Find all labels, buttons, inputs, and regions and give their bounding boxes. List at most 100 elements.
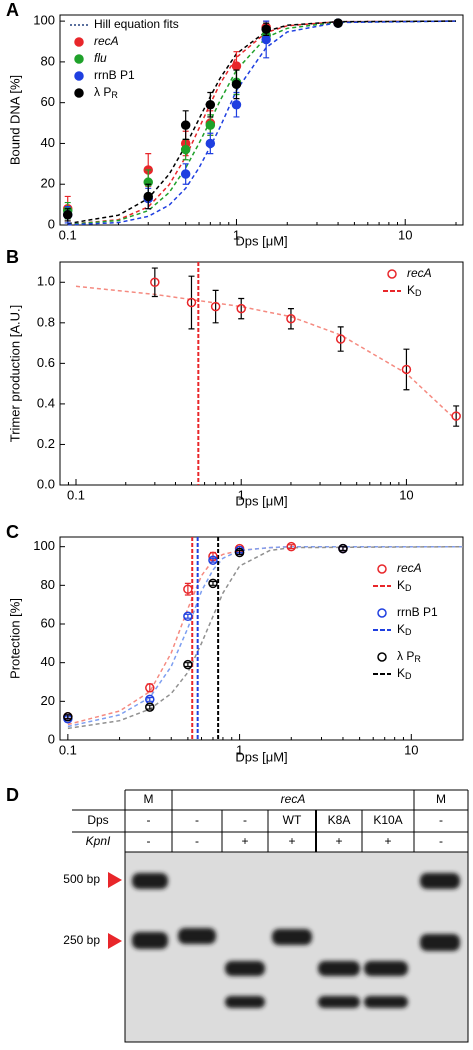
band [225,961,265,976]
error-bar [236,549,243,555]
band [132,873,168,889]
fit-curve [75,285,457,421]
legend-label: KD [397,622,412,637]
band [318,996,360,1008]
legend-text: recA [94,34,119,48]
data-point [205,138,216,149]
data-point [236,303,246,314]
y-tick-label: 0.4 [37,395,55,410]
legend-subscript: D [405,583,412,593]
marker-arrow [108,872,122,888]
legend-text: K [397,578,405,592]
data-point [231,99,242,110]
fit-curve [67,545,464,730]
error-bar [184,613,191,619]
error-bar [209,580,216,586]
legend-subscript: D [405,671,412,681]
band [364,996,408,1008]
x-tick-label: 10 [404,742,418,757]
legend-swatch [377,608,387,618]
panel-label: D [6,785,19,805]
gel-image [108,851,469,1043]
band [178,928,216,944]
data-point [63,712,73,722]
legend-label: recA [407,266,432,280]
data-point [335,334,346,344]
table-cell: K10A [373,813,402,827]
panel-label: C [6,522,19,542]
error-bar [64,714,71,720]
data-point [205,99,216,110]
y-tick-label: 0.2 [37,436,55,451]
legend-swatch [377,652,387,662]
y-tick-label: 0.0 [37,476,55,491]
legend-text: λ P [397,649,414,663]
table-header: M [144,792,154,806]
error-bar [339,546,346,552]
legend-swatch [74,54,84,64]
data-point [401,364,412,375]
band [272,929,312,945]
table-cell: - [439,813,443,827]
legend-text: rrnB P1 [397,605,438,619]
table-cell: - [243,813,247,827]
size-marker: 500 bp [63,872,100,886]
legend-label: recA [397,561,422,575]
table-cell: + [335,834,342,848]
x-tick-label: 0.1 [59,742,77,757]
fit-curve [67,20,457,226]
data-point [180,120,191,130]
legend-swatch [74,71,84,81]
x-tick-label: 10 [398,227,412,242]
data-point [186,297,197,308]
legend-label: rrnB P1 [397,605,438,619]
size-marker: 250 bp [63,933,100,947]
data-point [180,144,191,155]
error-bar [337,326,344,352]
legend-text: K [397,622,405,636]
y-tick-label: 0 [48,216,55,231]
legend-swatch [387,269,397,279]
x-axis-title: Dps [μM] [235,493,287,508]
band [420,934,460,951]
error-bar [146,696,153,702]
data-point [143,191,153,202]
legend-text: K [397,666,405,680]
data-point [234,547,245,558]
data-point [183,659,193,670]
data-point [261,24,271,35]
y-tick-label: 100 [33,13,55,28]
table-cell: - [195,813,199,827]
band [420,873,460,889]
error-bar [146,704,153,710]
fit-curve [67,20,457,226]
data-point [208,555,218,565]
legend-label: rrnB P1 [94,68,135,82]
y-tick-label: 80 [41,53,55,68]
legend-subscript: D [415,288,422,298]
data-point [261,34,271,45]
table-header: M [436,792,446,806]
table-cell: - [439,834,443,848]
y-tick-label: 1.0 [37,274,55,289]
table-header: recA [281,792,306,806]
table-cell: + [241,834,248,848]
gel-frame [124,851,469,1043]
fit-curve [67,545,463,726]
x-tick-label: 1 [233,227,240,242]
table-cell: + [288,834,295,848]
row-label: KpnI [86,834,111,848]
legend-text: recA [397,561,422,575]
legend-text: flu [94,51,107,65]
legend-text: recA [407,266,432,280]
data-point [150,277,160,288]
table-cell: WT [283,813,302,827]
data-point [180,169,191,179]
data-point [451,411,461,421]
error-bar [151,267,158,298]
table-cell: - [195,834,199,848]
data-point [183,611,193,622]
error-bar [288,544,295,550]
legend-label: Hill equation fits [94,17,179,31]
